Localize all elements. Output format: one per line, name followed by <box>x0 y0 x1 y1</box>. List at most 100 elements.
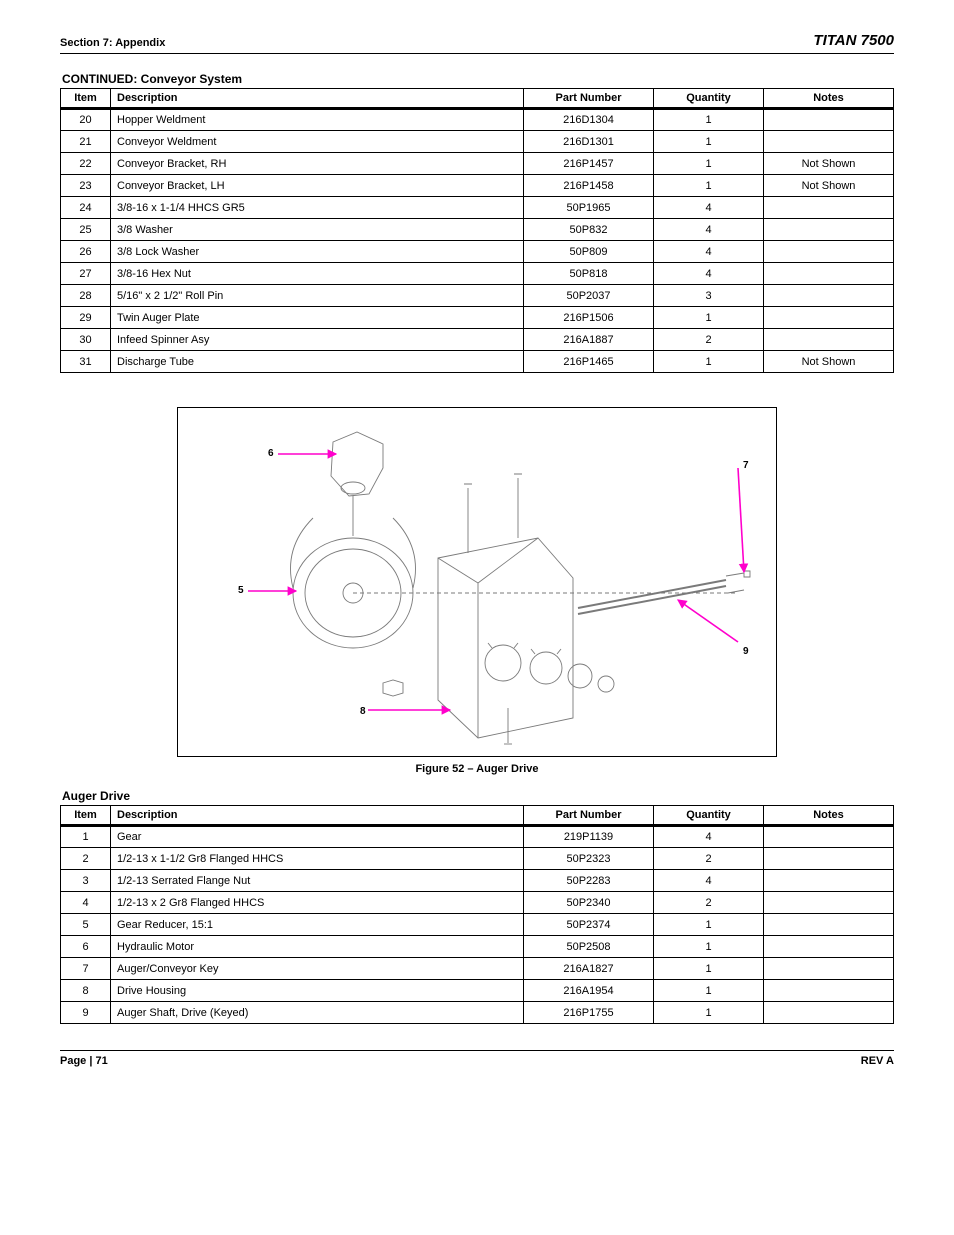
table-cell: 1 <box>654 1002 764 1024</box>
table-cell: 216A1827 <box>524 958 654 980</box>
table-row: 20Hopper Weldment216D13041 <box>61 109 894 131</box>
table-cell: 1 <box>654 936 764 958</box>
table-row: 23Conveyor Bracket, LH216P14581Not Shown <box>61 175 894 197</box>
col-qty: Quantity <box>654 806 764 826</box>
table-cell: Twin Auger Plate <box>111 307 524 329</box>
col-notes: Notes <box>764 806 894 826</box>
table-row: 21Conveyor Weldment216D13011 <box>61 131 894 153</box>
table-cell: 9 <box>61 1002 111 1024</box>
table-cell: 50P2283 <box>524 870 654 892</box>
table-cell: 27 <box>61 263 111 285</box>
table-header-row: Item Description Part Number Quantity No… <box>61 806 894 826</box>
header-title: TITAN 7500 <box>813 32 894 49</box>
table-row: 7Auger/Conveyor Key216A18271 <box>61 958 894 980</box>
table-cell: Conveyor Bracket, RH <box>111 153 524 175</box>
table-row: 263/8 Lock Washer50P8094 <box>61 241 894 263</box>
table-cell: Conveyor Weldment <box>111 131 524 153</box>
table-cell: 1 <box>654 351 764 373</box>
table-cell: 4 <box>654 826 764 848</box>
table-cell: 4 <box>654 870 764 892</box>
table-row: 30Infeed Spinner Asy216A18872 <box>61 329 894 351</box>
table-cell: 24 <box>61 197 111 219</box>
table-cell: 216P1458 <box>524 175 654 197</box>
table-cell: 216P1755 <box>524 1002 654 1024</box>
table-cell: 50P832 <box>524 219 654 241</box>
table-cell: Discharge Tube <box>111 351 524 373</box>
table-cell <box>764 329 894 351</box>
col-item: Item <box>61 806 111 826</box>
table-row: 21/2-13 x 1-1/2 Gr8 Flanged HHCS50P23232 <box>61 848 894 870</box>
table-cell: 50P818 <box>524 263 654 285</box>
table-cell: Not Shown <box>764 175 894 197</box>
table-cell: 50P2037 <box>524 285 654 307</box>
table-cell <box>764 892 894 914</box>
table-cell: 30 <box>61 329 111 351</box>
table-cell: 3 <box>61 870 111 892</box>
col-qty: Quantity <box>654 89 764 109</box>
table-cell: Hopper Weldment <box>111 109 524 131</box>
table-cell <box>764 263 894 285</box>
table-cell <box>764 848 894 870</box>
table-cell: 23 <box>61 175 111 197</box>
table2-title: Auger Drive <box>62 789 894 803</box>
table-cell: 1 <box>654 175 764 197</box>
table-cell: 1 <box>654 153 764 175</box>
table-cell: Not Shown <box>764 153 894 175</box>
table-cell: 1/2-13 x 1-1/2 Gr8 Flanged HHCS <box>111 848 524 870</box>
table-cell <box>764 1002 894 1024</box>
table-cell: Gear Reducer, 15:1 <box>111 914 524 936</box>
table-cell: 216P1457 <box>524 153 654 175</box>
table-cell: 216D1301 <box>524 131 654 153</box>
table-row: 243/8-16 x 1-1/4 HHCS GR550P19654 <box>61 197 894 219</box>
table-row: 253/8 Washer50P8324 <box>61 219 894 241</box>
col-notes: Notes <box>764 89 894 109</box>
table-cell: 5/16" x 2 1/2" Roll Pin <box>111 285 524 307</box>
col-desc: Description <box>111 806 524 826</box>
callout-6: 6 <box>268 448 274 459</box>
table-cell: 2 <box>654 329 764 351</box>
table-cell <box>764 307 894 329</box>
figure-caption: Figure 52 – Auger Drive <box>177 763 777 775</box>
table-row: 9Auger Shaft, Drive (Keyed)216P17551 <box>61 1002 894 1024</box>
table-cell: 3/8-16 Hex Nut <box>111 263 524 285</box>
table-row: 31/2-13 Serrated Flange Nut50P22834 <box>61 870 894 892</box>
table-header-row: Item Description Part Number Quantity No… <box>61 89 894 109</box>
figure-container: 6 5 8 7 9 Figure 52 – Auger Drive <box>177 407 777 775</box>
table-cell: Gear <box>111 826 524 848</box>
table-cell: 4 <box>61 892 111 914</box>
table1-title: CONTINUED: Conveyor System <box>62 72 894 86</box>
table-cell: 5 <box>61 914 111 936</box>
table-cell: 3/8 Washer <box>111 219 524 241</box>
table-cell: Conveyor Bracket, LH <box>111 175 524 197</box>
table-cell: 26 <box>61 241 111 263</box>
table-cell: Auger/Conveyor Key <box>111 958 524 980</box>
table-cell: 1 <box>61 826 111 848</box>
table-cell: 50P2340 <box>524 892 654 914</box>
table-cell <box>764 131 894 153</box>
table-cell: 50P2374 <box>524 914 654 936</box>
exploded-view-diagram: 6 5 8 7 9 <box>177 407 777 757</box>
table-row: 273/8-16 Hex Nut50P8184 <box>61 263 894 285</box>
table-row: 1Gear219P11394 <box>61 826 894 848</box>
parts-table-1: Item Description Part Number Quantity No… <box>60 88 894 373</box>
diagram-svg <box>178 408 777 757</box>
table-cell: Infeed Spinner Asy <box>111 329 524 351</box>
table-cell <box>764 958 894 980</box>
table-cell: 3/8-16 x 1-1/4 HHCS GR5 <box>111 197 524 219</box>
table-cell: 216P1506 <box>524 307 654 329</box>
footer-page: Page | 71 <box>60 1055 108 1067</box>
table-cell: 21 <box>61 131 111 153</box>
table-cell: 4 <box>654 197 764 219</box>
table-cell: 6 <box>61 936 111 958</box>
table-cell: 1 <box>654 980 764 1002</box>
page-header: Section 7: Appendix TITAN 7500 <box>60 32 894 54</box>
table-cell: 50P1965 <box>524 197 654 219</box>
table-cell: 28 <box>61 285 111 307</box>
table-cell: 8 <box>61 980 111 1002</box>
table-cell <box>764 109 894 131</box>
table-row: 285/16" x 2 1/2" Roll Pin50P20373 <box>61 285 894 307</box>
parts-table-2: Item Description Part Number Quantity No… <box>60 805 894 1024</box>
page-footer: Page | 71 REV A <box>60 1050 894 1067</box>
table-row: 22Conveyor Bracket, RH216P14571Not Shown <box>61 153 894 175</box>
callout-9: 9 <box>743 646 749 657</box>
